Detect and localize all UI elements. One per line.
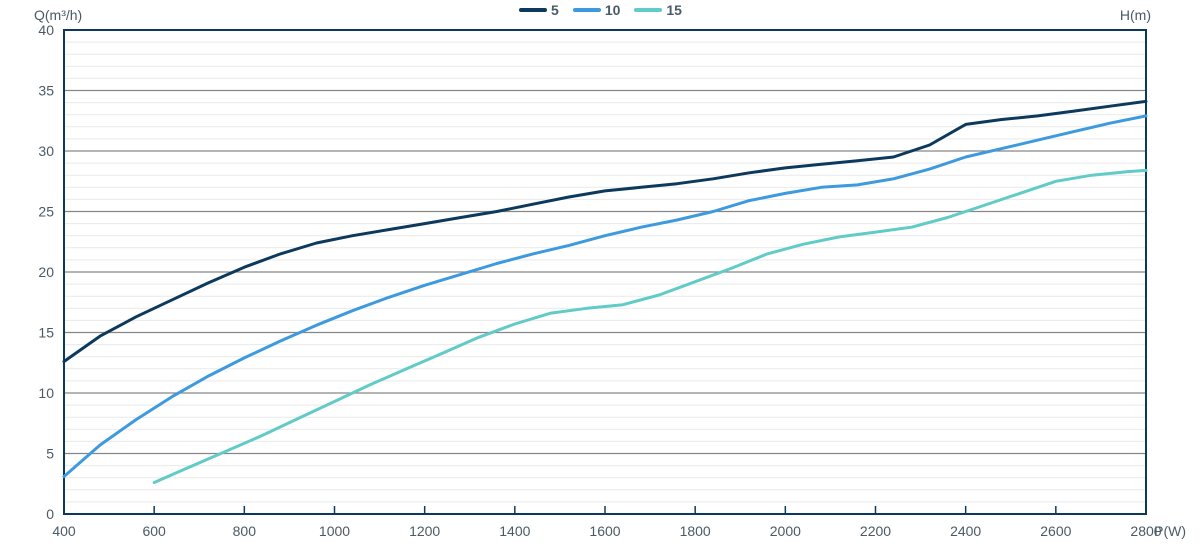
x-tick-label: 1600 xyxy=(589,523,620,539)
x-tick-label: 1000 xyxy=(319,523,350,539)
y-tick-label: 5 xyxy=(46,446,54,462)
x-tick-label: 2600 xyxy=(1040,523,1071,539)
x-tick-label: 600 xyxy=(142,523,166,539)
legend-item-15: 15 xyxy=(634,2,682,18)
y-tick-label: 35 xyxy=(38,83,54,99)
x-tick-label: 2400 xyxy=(950,523,981,539)
legend: 5 10 15 xyxy=(0,2,1201,18)
chart-plot: 0 5 10 15 20 25 30 35 40 400 600 800 1000 1200 1400 160… xyxy=(0,0,1201,554)
x-tick-label: 1400 xyxy=(499,523,530,539)
y-tick-label: 0 xyxy=(46,506,54,522)
legend-swatch-5 xyxy=(519,8,547,12)
legend-label-5: 5 xyxy=(551,2,559,18)
y-tick-label: 10 xyxy=(38,385,54,401)
legend-item-5: 5 xyxy=(519,2,559,18)
x-tick-label: 2200 xyxy=(860,523,891,539)
x-axis-label: P(W) xyxy=(1154,523,1186,539)
x-tick-label: 800 xyxy=(233,523,257,539)
x-tick-label: 2000 xyxy=(770,523,801,539)
y-tick-label: 30 xyxy=(38,143,54,159)
legend-item-10: 10 xyxy=(573,2,621,18)
legend-label-10: 10 xyxy=(605,2,621,18)
y-tick-label: 20 xyxy=(38,264,54,280)
legend-label-15: 15 xyxy=(666,2,682,18)
x-tick-label: 1800 xyxy=(680,523,711,539)
legend-swatch-10 xyxy=(573,8,601,12)
x-tick-label: 400 xyxy=(52,523,76,539)
legend-swatch-15 xyxy=(634,8,662,12)
y-tick-label: 15 xyxy=(38,325,54,341)
x-tick-label: 1200 xyxy=(409,523,440,539)
y-tick-label: 25 xyxy=(38,204,54,220)
y-tick-label: 40 xyxy=(38,22,54,38)
